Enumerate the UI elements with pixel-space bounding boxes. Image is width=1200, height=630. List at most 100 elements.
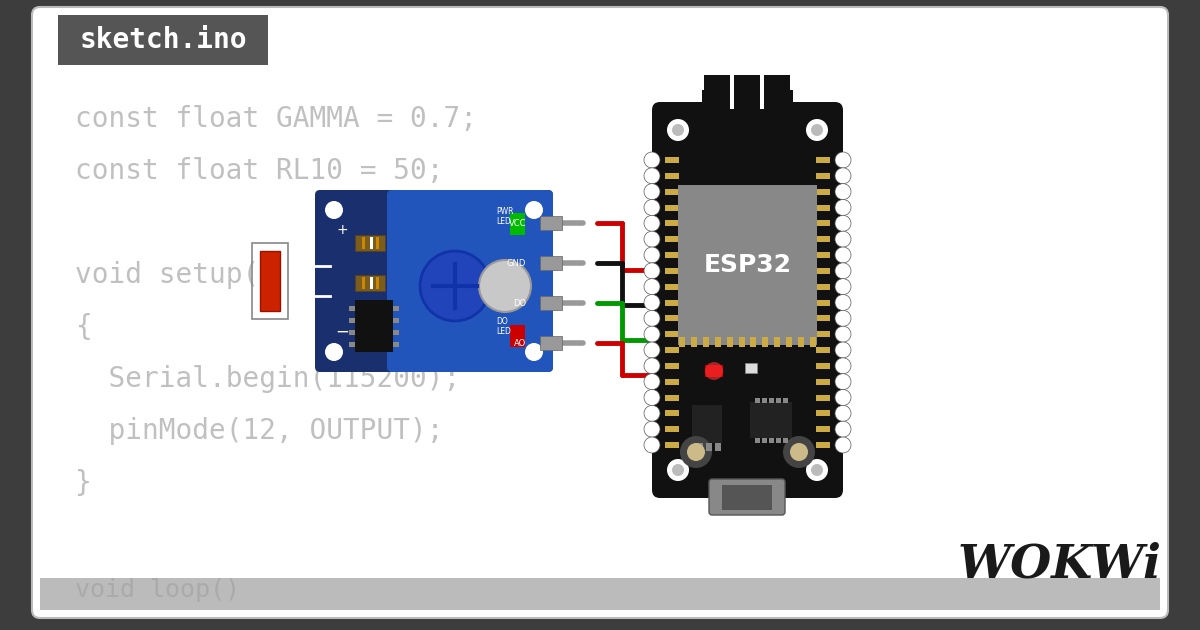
Bar [816, 236, 830, 242]
Text: pinMode(12, OUTPUT);: pinMode(12, OUTPUT); [74, 417, 444, 445]
Bar [679, 337, 685, 347]
Circle shape [680, 436, 712, 468]
Text: Serial.begin(115200);: Serial.begin(115200); [74, 365, 461, 393]
Bar [665, 220, 679, 226]
Text: +: + [336, 223, 348, 237]
Bar [540, 216, 562, 230]
Circle shape [835, 247, 851, 263]
Circle shape [667, 119, 689, 141]
Bar [816, 442, 830, 448]
Circle shape [835, 311, 851, 326]
Bar [745, 363, 757, 373]
Bar [816, 284, 830, 290]
Circle shape [526, 201, 542, 219]
Circle shape [325, 343, 343, 361]
Circle shape [811, 124, 823, 136]
Bar [762, 337, 768, 347]
Circle shape [835, 358, 851, 374]
Circle shape [644, 358, 660, 374]
Circle shape [835, 200, 851, 215]
Text: DO: DO [512, 299, 526, 307]
Bar [376, 237, 379, 249]
Bar [362, 277, 365, 289]
Circle shape [644, 231, 660, 247]
Circle shape [644, 405, 660, 421]
Circle shape [784, 436, 815, 468]
Bar [665, 316, 679, 321]
Bar [349, 318, 355, 323]
Bar [665, 363, 679, 369]
Bar [798, 337, 804, 347]
Text: LED: LED [496, 327, 511, 336]
Text: }: } [74, 469, 91, 497]
Bar [665, 173, 679, 179]
Bar [730, 75, 734, 109]
FancyBboxPatch shape [386, 190, 553, 372]
Bar [394, 306, 398, 311]
Bar [810, 337, 816, 347]
Text: −: − [335, 323, 349, 341]
FancyBboxPatch shape [709, 479, 785, 515]
Bar [394, 342, 398, 347]
Circle shape [644, 152, 660, 168]
Bar [816, 410, 830, 416]
Circle shape [835, 389, 851, 406]
Bar [738, 337, 744, 347]
Bar [40, 578, 1160, 610]
Bar [727, 337, 733, 347]
Circle shape [790, 443, 808, 461]
Bar [762, 398, 767, 403]
Bar [349, 342, 355, 347]
Bar [665, 252, 679, 258]
Bar [784, 438, 788, 443]
Bar [769, 438, 774, 443]
Bar [665, 188, 679, 195]
Text: LED: LED [496, 217, 511, 226]
Bar [816, 268, 830, 274]
Circle shape [644, 342, 660, 358]
Bar [665, 347, 679, 353]
Bar [755, 438, 760, 443]
Bar [510, 213, 526, 235]
Bar [816, 220, 830, 226]
Circle shape [667, 459, 689, 481]
Bar [665, 284, 679, 290]
Circle shape [835, 374, 851, 390]
Bar [755, 398, 760, 403]
Bar [510, 325, 526, 347]
Circle shape [835, 168, 851, 184]
Bar [702, 90, 793, 117]
Bar [816, 299, 830, 306]
Circle shape [325, 201, 343, 219]
Circle shape [672, 124, 684, 136]
FancyBboxPatch shape [652, 102, 842, 498]
Circle shape [811, 464, 823, 476]
Bar [816, 331, 830, 337]
Circle shape [835, 342, 851, 358]
Text: WOKWi: WOKWi [958, 542, 1162, 588]
Bar [370, 277, 373, 289]
Bar [706, 443, 712, 451]
Circle shape [835, 184, 851, 200]
Circle shape [835, 405, 851, 421]
Bar [665, 236, 679, 242]
Circle shape [835, 231, 851, 247]
Text: void setup(): void setup() [74, 261, 276, 289]
Bar [715, 337, 721, 347]
Circle shape [806, 119, 828, 141]
Bar [665, 394, 679, 401]
Circle shape [644, 389, 660, 406]
Bar [692, 405, 722, 443]
Bar [355, 275, 385, 291]
Text: void loop(): void loop() [74, 578, 240, 602]
Bar [722, 485, 772, 510]
Bar [734, 75, 760, 117]
Bar [769, 398, 774, 403]
Text: const float GAMMA = 0.7;: const float GAMMA = 0.7; [74, 105, 478, 133]
Bar [786, 337, 792, 347]
Bar [665, 426, 679, 432]
Circle shape [420, 251, 490, 321]
Bar [252, 243, 288, 319]
Circle shape [644, 247, 660, 263]
Bar [816, 316, 830, 321]
